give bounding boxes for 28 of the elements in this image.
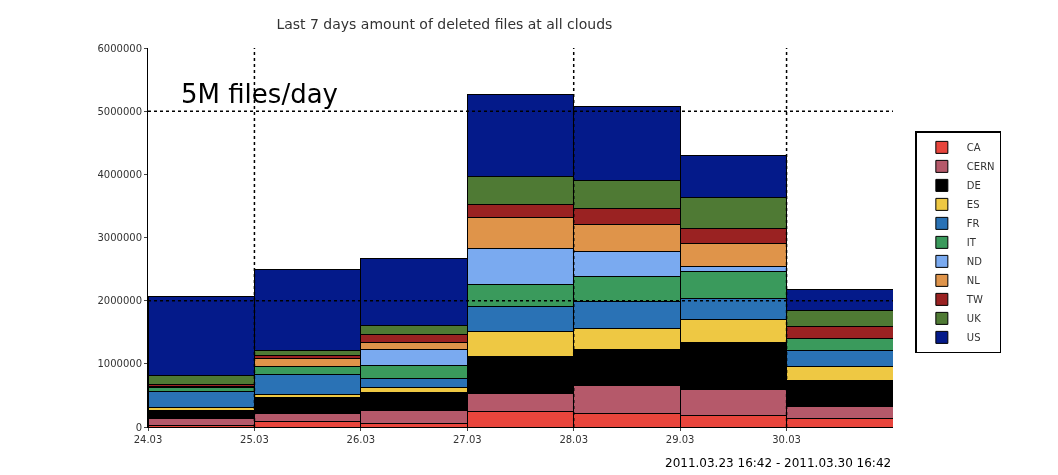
x-tick-label: 30.03 [772, 434, 801, 445]
legend-label: DE [966, 180, 981, 192]
legend-label: TW [965, 294, 983, 306]
x-tick-label: 27.03 [452, 434, 482, 445]
y-tick-label: 5000000 [97, 105, 142, 117]
x-tick-label: 25.03 [240, 434, 269, 445]
x-tick-label: 26.03 [346, 434, 376, 445]
legend-label: IT [966, 237, 977, 249]
x-tick-label: 24.03 [133, 434, 163, 445]
legend-label: CA [966, 142, 981, 154]
legend-label: ES [966, 199, 980, 211]
legend-label: ND [966, 256, 983, 268]
legend-label: FR [966, 218, 980, 230]
y-tick-label: 1000000 [97, 358, 142, 370]
y-tick-label: 6000000 [97, 42, 142, 54]
y-tick-label: 0 [135, 421, 142, 433]
text: 2011.03.23 16:42 - 2011.03.30 16:42 [665, 456, 892, 470]
legend-label: CERN [966, 161, 995, 173]
chart-title: Last 7 days amount of deleted files at all clouds [276, 15, 613, 32]
legend-label: UK [966, 313, 982, 325]
legend-label: NL [966, 275, 981, 287]
y-tick-label: 3000000 [97, 232, 142, 243]
x-tick-label: 28.03 [559, 434, 589, 445]
y-tick-label: 4000000 [97, 168, 142, 180]
y-tick-label: 2000000 [97, 295, 142, 307]
x-tick-label: 29.03 [665, 434, 695, 445]
legend-label: US [966, 332, 981, 344]
annotation: 5M files/day [181, 79, 338, 109]
